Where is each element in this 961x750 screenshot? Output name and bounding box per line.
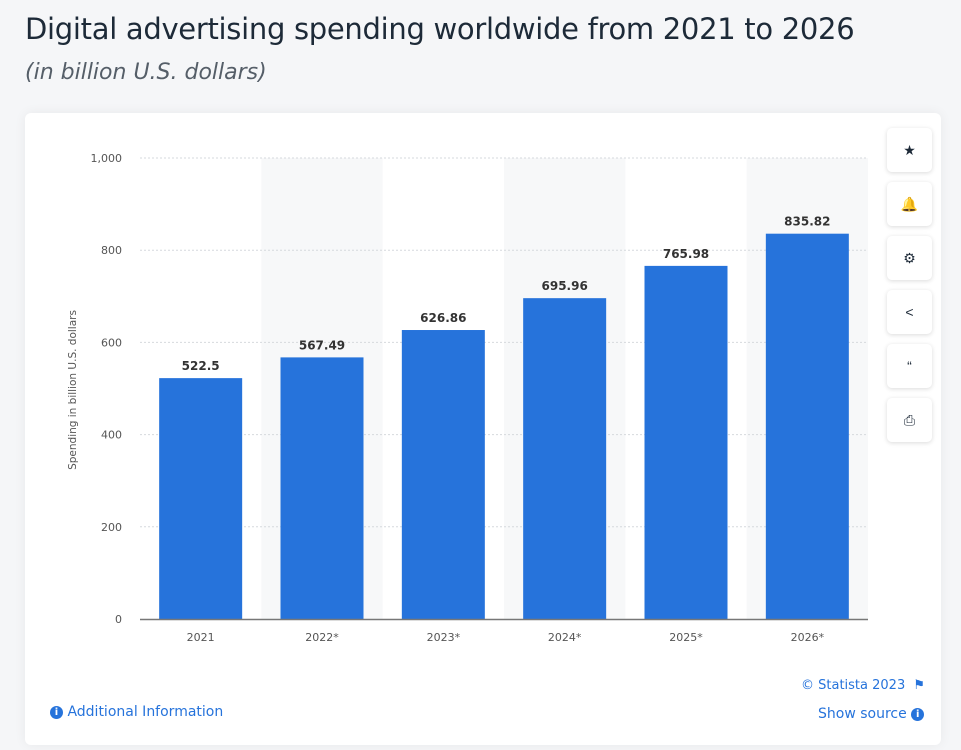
x-tick-label: 2025* bbox=[669, 631, 703, 644]
info-icon: i bbox=[50, 705, 63, 719]
bell-button[interactable]: 🔔 bbox=[887, 182, 932, 226]
additional-information-link[interactable]: i Additional Information bbox=[50, 704, 223, 720]
show-source-label: Show source bbox=[818, 706, 907, 722]
y-axis-label: Spending in billion U.S. dollars bbox=[67, 310, 79, 470]
flag-icon: ⚑ bbox=[913, 678, 926, 693]
y-tick-label: 0 bbox=[115, 613, 122, 626]
x-tick-label: 2021 bbox=[187, 631, 215, 644]
statista-copyright-link[interactable]: © Statista 2023 ⚑ bbox=[801, 678, 925, 693]
y-tick-label: 800 bbox=[101, 244, 122, 257]
data-label: 522.5 bbox=[182, 359, 220, 373]
print-button[interactable]: ⎙ bbox=[887, 398, 932, 442]
gear-button[interactable]: ⚙ bbox=[887, 236, 932, 280]
bar bbox=[523, 298, 607, 619]
bar bbox=[401, 330, 485, 619]
page-subtitle: (in billion U.S. dollars) bbox=[25, 60, 267, 85]
quote-icon: “ bbox=[907, 358, 912, 374]
bar bbox=[644, 265, 728, 619]
x-tick-label: 2023* bbox=[427, 631, 461, 644]
copyright-label: © Statista 2023 bbox=[801, 678, 906, 693]
info-icon: i bbox=[911, 707, 925, 721]
y-tick-label: 400 bbox=[101, 429, 122, 442]
x-tick-label: 2024* bbox=[548, 631, 582, 644]
star-button[interactable]: ★ bbox=[887, 128, 932, 172]
x-tick-label: 2022* bbox=[305, 631, 339, 644]
show-source-link[interactable]: Show source i bbox=[818, 706, 925, 722]
data-label: 695.96 bbox=[542, 279, 588, 293]
x-tick-label: 2026* bbox=[791, 631, 825, 644]
bar bbox=[280, 357, 364, 619]
y-tick-label: 1,000 bbox=[91, 152, 123, 165]
bar bbox=[159, 378, 243, 619]
bell-icon: 🔔 bbox=[900, 195, 919, 212]
page-title: Digital advertising spending worldwide f… bbox=[25, 12, 855, 46]
data-label: 835.82 bbox=[784, 215, 830, 229]
y-tick-label: 600 bbox=[101, 336, 122, 349]
print-icon: ⎙ bbox=[903, 411, 916, 428]
data-label: 567.49 bbox=[299, 338, 345, 352]
additional-information-label: Additional Information bbox=[67, 704, 224, 720]
gear-icon: ⚙ bbox=[903, 249, 916, 266]
y-tick-label: 200 bbox=[101, 521, 122, 534]
data-label: 626.86 bbox=[420, 311, 466, 325]
data-label: 765.98 bbox=[663, 247, 709, 261]
quote-button[interactable]: “ bbox=[887, 344, 932, 388]
star-icon: ★ bbox=[903, 141, 916, 158]
share-icon: < bbox=[905, 304, 914, 320]
bar bbox=[765, 233, 849, 619]
share-button[interactable]: < bbox=[887, 290, 932, 334]
